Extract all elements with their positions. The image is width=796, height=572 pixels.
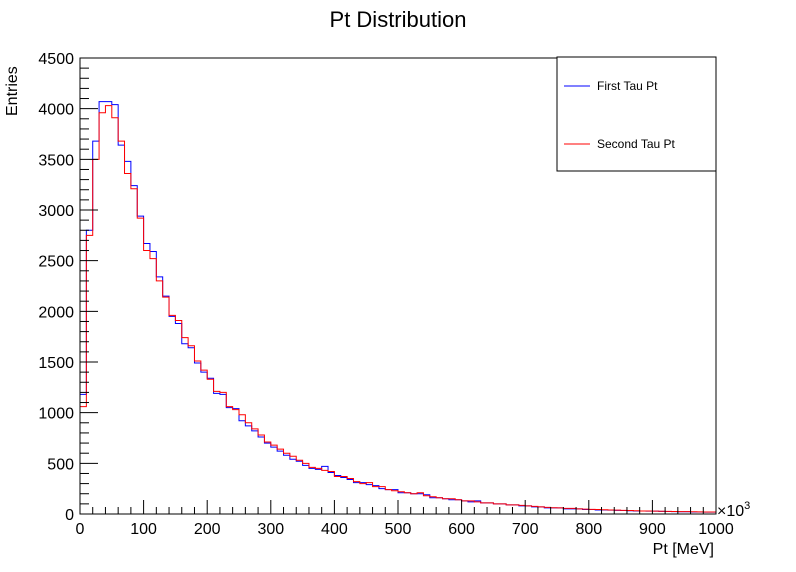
x-tick-label: 400 [321,521,348,538]
y-tick-label: 2000 [38,304,74,321]
x-tick-label: 100 [130,521,157,538]
y-tick-label: 4500 [38,51,74,68]
x-tick-label: 1000 [698,521,734,538]
x-axis-multiplier-base: ×10 [717,503,744,520]
legend-box [556,56,717,172]
plot-area [80,101,716,513]
y-tick-label: 500 [47,456,74,473]
x-axis-multiplier: ×103 [717,500,750,520]
legend-label: Second Tau Pt [597,137,676,151]
x-axis-multiplier-exponent: 3 [744,500,750,512]
x-axis-title: Pt [MeV] [653,541,714,558]
x-tick-label: 600 [448,521,475,538]
x-tick-label: 800 [575,521,602,538]
x-tick-label: 0 [76,521,85,538]
x-tick-label: 900 [639,521,666,538]
x-tick-label: 700 [512,521,539,538]
y-tick-label: 1000 [38,406,74,423]
y-axis-title: Entries [4,66,21,116]
x-tick-label: 500 [385,521,412,538]
y-tick-label: 1500 [38,355,74,372]
x-tick-label: 200 [194,521,221,538]
legend: First Tau Pt Second Tau Pt [556,56,717,172]
series-line-2 [80,105,716,513]
chart-title: Pt Distribution [330,7,467,32]
y-tick-label: 3000 [38,203,74,220]
legend-label: First Tau Pt [597,79,658,93]
y-tick-label: 0 [65,507,74,524]
axes: 0 100 200 300 400 500 600 700 800 900 1000 0 500 1000… [38,51,733,538]
y-tick-label: 2500 [38,254,74,271]
y-tick-label: 4000 [38,102,74,119]
x-tick-label: 300 [257,521,284,538]
y-tick-label: 3500 [38,152,74,169]
